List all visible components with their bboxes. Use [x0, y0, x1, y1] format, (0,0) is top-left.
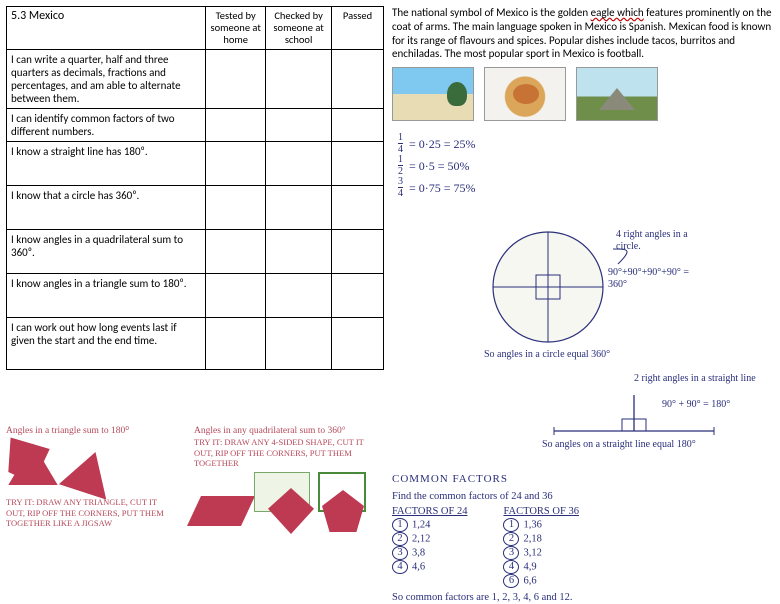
para-text: The national symbol of Mexico is the gol…	[392, 6, 591, 19]
quad-title-2: TRY IT: DRAW ANY 4-SIDED SHAPE, CUT IT O…	[194, 437, 384, 468]
circle-note-2: 90°+90°+90°+90° = 360°	[608, 267, 708, 290]
photo-pyramid	[576, 67, 658, 121]
learning-objectives-table: 5.3 Mexico Tested by someone at home Che…	[6, 6, 384, 370]
quad-title-1: Angles in any quadrilateral sum to 360°	[194, 426, 384, 437]
bottom-strip: Angles in a triangle sum to 180⁰ TRY IT:…	[6, 426, 384, 534]
table-row: I know that a circle has 360⁰.	[7, 186, 206, 230]
triangle-angles-card: Angles in a triangle sum to 180⁰ TRY IT:…	[6, 426, 176, 528]
mexico-paragraph: The national symbol of Mexico is the gol…	[392, 6, 774, 61]
factors-answer: So common factors are 1, 2, 3, 4, 6 and …	[392, 591, 774, 604]
spelling-underline: eagle which	[591, 6, 644, 19]
factors-h2: FACTORS OF 36	[503, 505, 578, 518]
common-factors-notes: COMMON FACTORS Find the common factors o…	[392, 473, 774, 604]
factors-title: COMMON FACTORS	[392, 473, 774, 487]
tri-title: Angles in a triangle sum to 180⁰	[6, 426, 176, 437]
col-passed: Passed	[332, 7, 384, 50]
table-row: I know a straight line has 180⁰.	[7, 142, 206, 186]
line-note-3: So angles on a straight line equal 180°	[542, 439, 772, 451]
circle-angles-diagram: 4 right angles in a circle. 90°+90°+90°+…	[468, 209, 698, 369]
straight-line-diagram: 2 right angles in a straight line 90° + …	[524, 377, 774, 469]
col-checked: Checked by someone at school	[266, 7, 332, 50]
quadrilateral-angles-card: Angles in any quadrilateral sum to 360° …	[194, 426, 384, 534]
table-row: I can work out how long events last if g…	[7, 318, 206, 370]
col-tested: Tested by someone at home	[206, 7, 266, 50]
factors-sub: Find the common factors of 24 and 36	[392, 490, 774, 503]
table-row: I can identify common factors of two dif…	[7, 109, 206, 142]
table-row: I know angles in a triangle sum to 180⁰.	[7, 274, 206, 318]
line-note-1: 2 right angles in a straight line	[634, 373, 774, 385]
circle-note-3: So angles in a circle equal 360°	[484, 349, 694, 361]
table-row: I know angles in a quadrilateral sum to …	[7, 230, 206, 274]
photo-beach	[392, 67, 474, 121]
fraction-notes: 14= 0·25 = 25% 12= 0·5 = 50% 34= 0·75 = …	[398, 133, 476, 199]
table-row: I can write a quarter, half and three qu…	[7, 50, 206, 109]
factors-h1: FACTORS OF 24	[392, 505, 467, 518]
circle-note-1: 4 right angles in a circle.	[616, 229, 696, 252]
photo-row	[392, 67, 774, 121]
line-note-2: 90° + 90° = 180°	[662, 399, 730, 411]
photo-food	[484, 67, 566, 121]
table-title: 5.3 Mexico	[7, 7, 206, 50]
tri-hint: TRY IT: DRAW ANY TRIANGLE, CUT IT OUT, R…	[6, 497, 176, 528]
